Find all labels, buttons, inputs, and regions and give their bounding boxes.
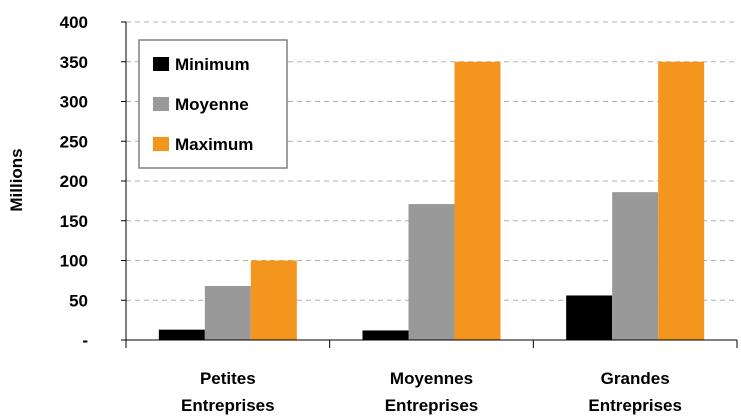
legend-label: Maximum xyxy=(175,135,253,154)
y-tick-label: 300 xyxy=(60,93,88,112)
legend-label: Minimum xyxy=(175,55,250,74)
bar-minimum xyxy=(566,295,613,340)
legend-swatch-minimum xyxy=(153,57,169,71)
category-labels: Petites Entreprises Moyennes Entreprises Gra… xyxy=(181,369,682,415)
axes xyxy=(121,21,738,348)
bar-maximum xyxy=(250,260,297,340)
y-tick-label: 50 xyxy=(69,291,88,310)
y-tick-label: 200 xyxy=(60,172,88,191)
category-label: Grandes Entreprises xyxy=(588,369,682,415)
bar-minimum xyxy=(158,329,205,340)
y-tick-label: 400 xyxy=(60,13,88,32)
legend-swatch-maximum xyxy=(153,137,169,151)
bar-minimum xyxy=(362,330,409,340)
y-tick-label: - xyxy=(82,331,88,350)
category-label: Moyennes Entreprises xyxy=(385,369,479,415)
y-tick-labels: - 50 100 150 200 250 300 350 400 xyxy=(60,13,88,350)
bars xyxy=(158,61,705,340)
bar-moyenne xyxy=(612,192,659,340)
bar-maximum xyxy=(658,61,705,340)
legend: Minimum Moyenne Maximum xyxy=(138,39,288,169)
y-tick-label: 350 xyxy=(60,53,88,72)
y-tick-label: 100 xyxy=(60,252,88,271)
y-tick-label: 150 xyxy=(60,212,88,231)
bar-maximum xyxy=(454,61,501,340)
bar-moyenne xyxy=(408,204,455,340)
y-axis-title: Millions xyxy=(7,148,26,211)
bar-moyenne xyxy=(204,285,251,340)
legend-label: Moyenne xyxy=(175,95,249,114)
y-tick-label: 250 xyxy=(60,132,88,151)
legend-swatch-moyenne xyxy=(153,97,169,111)
category-label: Petites Entreprises xyxy=(181,369,275,415)
